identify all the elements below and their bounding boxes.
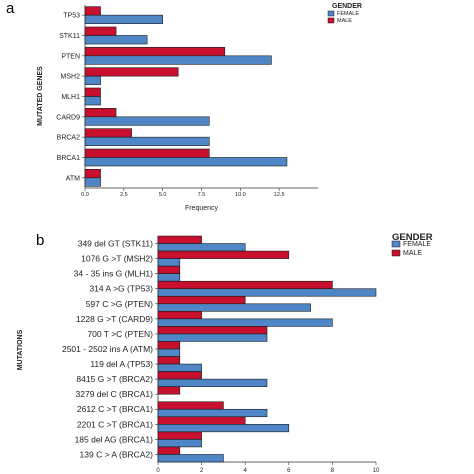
a-legend-swatch-female (327, 10, 335, 17)
a-bar-male (84, 6, 101, 16)
b-category-label: 3279 del C (BRCA1) (76, 389, 154, 399)
b-legend-title: GENDER (392, 232, 433, 243)
a-x-tick-label: 12.5 (274, 192, 285, 198)
b-legend-entry-female: FEMALE (403, 241, 431, 248)
a-bar-male (84, 128, 132, 138)
a-bar-male (84, 108, 117, 118)
b-legend-entry-male: MALE (403, 250, 422, 257)
a-bar-female (84, 136, 210, 146)
b-bar-male (157, 295, 246, 305)
b-x-tick-label: 10 (373, 468, 380, 474)
b-y-axis-title: MUTATIONS (17, 329, 24, 370)
a-bar-female (84, 177, 101, 187)
b-bar-male (157, 311, 202, 320)
a-x-tick-label: 10.0 (235, 192, 246, 198)
b-category-label: 1076 G >T (MSH2) (81, 254, 153, 264)
b-bar-male (157, 250, 290, 259)
b-category-label: 34 - 35 ins G (MLH1) (74, 269, 154, 279)
a-bar-female (84, 116, 210, 126)
b-bar-male (157, 386, 181, 395)
b-bar-female (157, 258, 181, 267)
b-bar-female (157, 408, 268, 418)
a-legend-entry-female: FEMALE (337, 11, 359, 17)
b-bar-male (157, 431, 202, 440)
a-category-label: PTEN (61, 53, 80, 60)
a-x-axis-title: Frequency (185, 205, 219, 212)
a-y-axis-title: MUTATED GENES (37, 66, 44, 126)
a-x-tick-label: 0.0 (81, 192, 89, 198)
panel-b-letter: b (36, 232, 45, 249)
b-legend-swatch-female (391, 240, 401, 248)
b-x-tick-label: 0 (156, 468, 160, 474)
b-bar-male (157, 341, 181, 350)
b-bar-female (157, 273, 181, 282)
b-bar-male (157, 371, 202, 380)
b-bar-male (157, 401, 224, 410)
b-bar-female (157, 318, 333, 327)
b-category-label: 700 T >C (PTEN) (87, 329, 153, 339)
b-x-tick-label: 4 (244, 468, 248, 474)
b-category-label: 1228 G >T (CARD9) (76, 314, 153, 324)
b-bar-female (157, 378, 268, 387)
b-category-label: 597 C >G (PTEN) (86, 299, 153, 309)
a-bar-female (84, 96, 101, 106)
b-bar-female (157, 333, 268, 342)
a-bar-female (84, 55, 272, 65)
b-category-label: 2201 C >T (BRCA1) (77, 419, 153, 429)
a-legend-title: GENDER (332, 3, 362, 10)
b-bar-female (157, 288, 377, 297)
b-bar-male (157, 356, 181, 365)
a-category-label: MSH2 (61, 74, 81, 81)
a-bar-female (84, 35, 148, 45)
panel-a-letter: a (6, 0, 15, 17)
b-category-label: 2501 - 2502 ins A (ATM) (62, 344, 153, 354)
a-category-label: ATM (66, 175, 80, 182)
b-bar-male (157, 280, 333, 290)
b-category-label: 8415 G >T (BRCA2) (76, 374, 153, 384)
b-x-tick-label: 6 (287, 468, 291, 474)
a-category-label: BRCA2 (57, 135, 80, 142)
b-bar-male (157, 326, 268, 335)
a-x-tick-label: 5.0 (159, 192, 167, 198)
a-legend-entry-male: MALE (337, 18, 352, 24)
b-bar-female (157, 424, 290, 433)
a-bar-male (84, 87, 101, 97)
a-bar-female (84, 14, 163, 24)
a-category-label: TP53 (63, 13, 80, 20)
b-legend-swatch-male (391, 249, 401, 257)
a-x-tick-label: 7.5 (198, 192, 206, 198)
b-bar-female (157, 348, 181, 357)
a-category-label: BRCA1 (57, 155, 80, 162)
a-bar-male (84, 47, 226, 57)
b-bar-female (157, 439, 202, 448)
b-bar-female (157, 363, 202, 372)
a-bar-female (84, 75, 101, 85)
a-bar-male (84, 26, 117, 36)
a-x-tick-label: 2.5 (120, 192, 128, 198)
b-bar-male (157, 265, 181, 274)
b-category-label: 119 del A (TP53) (90, 359, 153, 369)
a-category-label: CARD9 (56, 114, 80, 121)
b-bar-female (157, 303, 311, 312)
b-category-label: 349 del GT (STK11) (78, 239, 153, 249)
b-bar-male (157, 446, 181, 455)
b-bar-female (157, 454, 224, 463)
a-bar-female (84, 157, 288, 167)
a-bar-male (84, 67, 179, 77)
b-x-tick-label: 2 (200, 468, 204, 474)
a-legend-swatch-male (327, 17, 335, 24)
b-category-label: 185 del AG (BRCA1) (75, 434, 154, 444)
b-bar-male (157, 235, 202, 244)
a-category-label: MLH1 (61, 94, 80, 101)
a-bar-male (84, 169, 101, 179)
b-category-label: 2612 C >T (BRCA1) (77, 404, 153, 414)
a-bar-male (84, 148, 210, 158)
b-category-label: 314 A >G (TP53) (89, 284, 153, 294)
b-bar-male (157, 416, 246, 425)
b-x-tick-label: 8 (331, 468, 335, 474)
a-category-label: STK11 (59, 33, 80, 40)
b-category-label: 139 C > A (BRCA2) (80, 449, 154, 459)
b-bar-female (157, 243, 246, 252)
